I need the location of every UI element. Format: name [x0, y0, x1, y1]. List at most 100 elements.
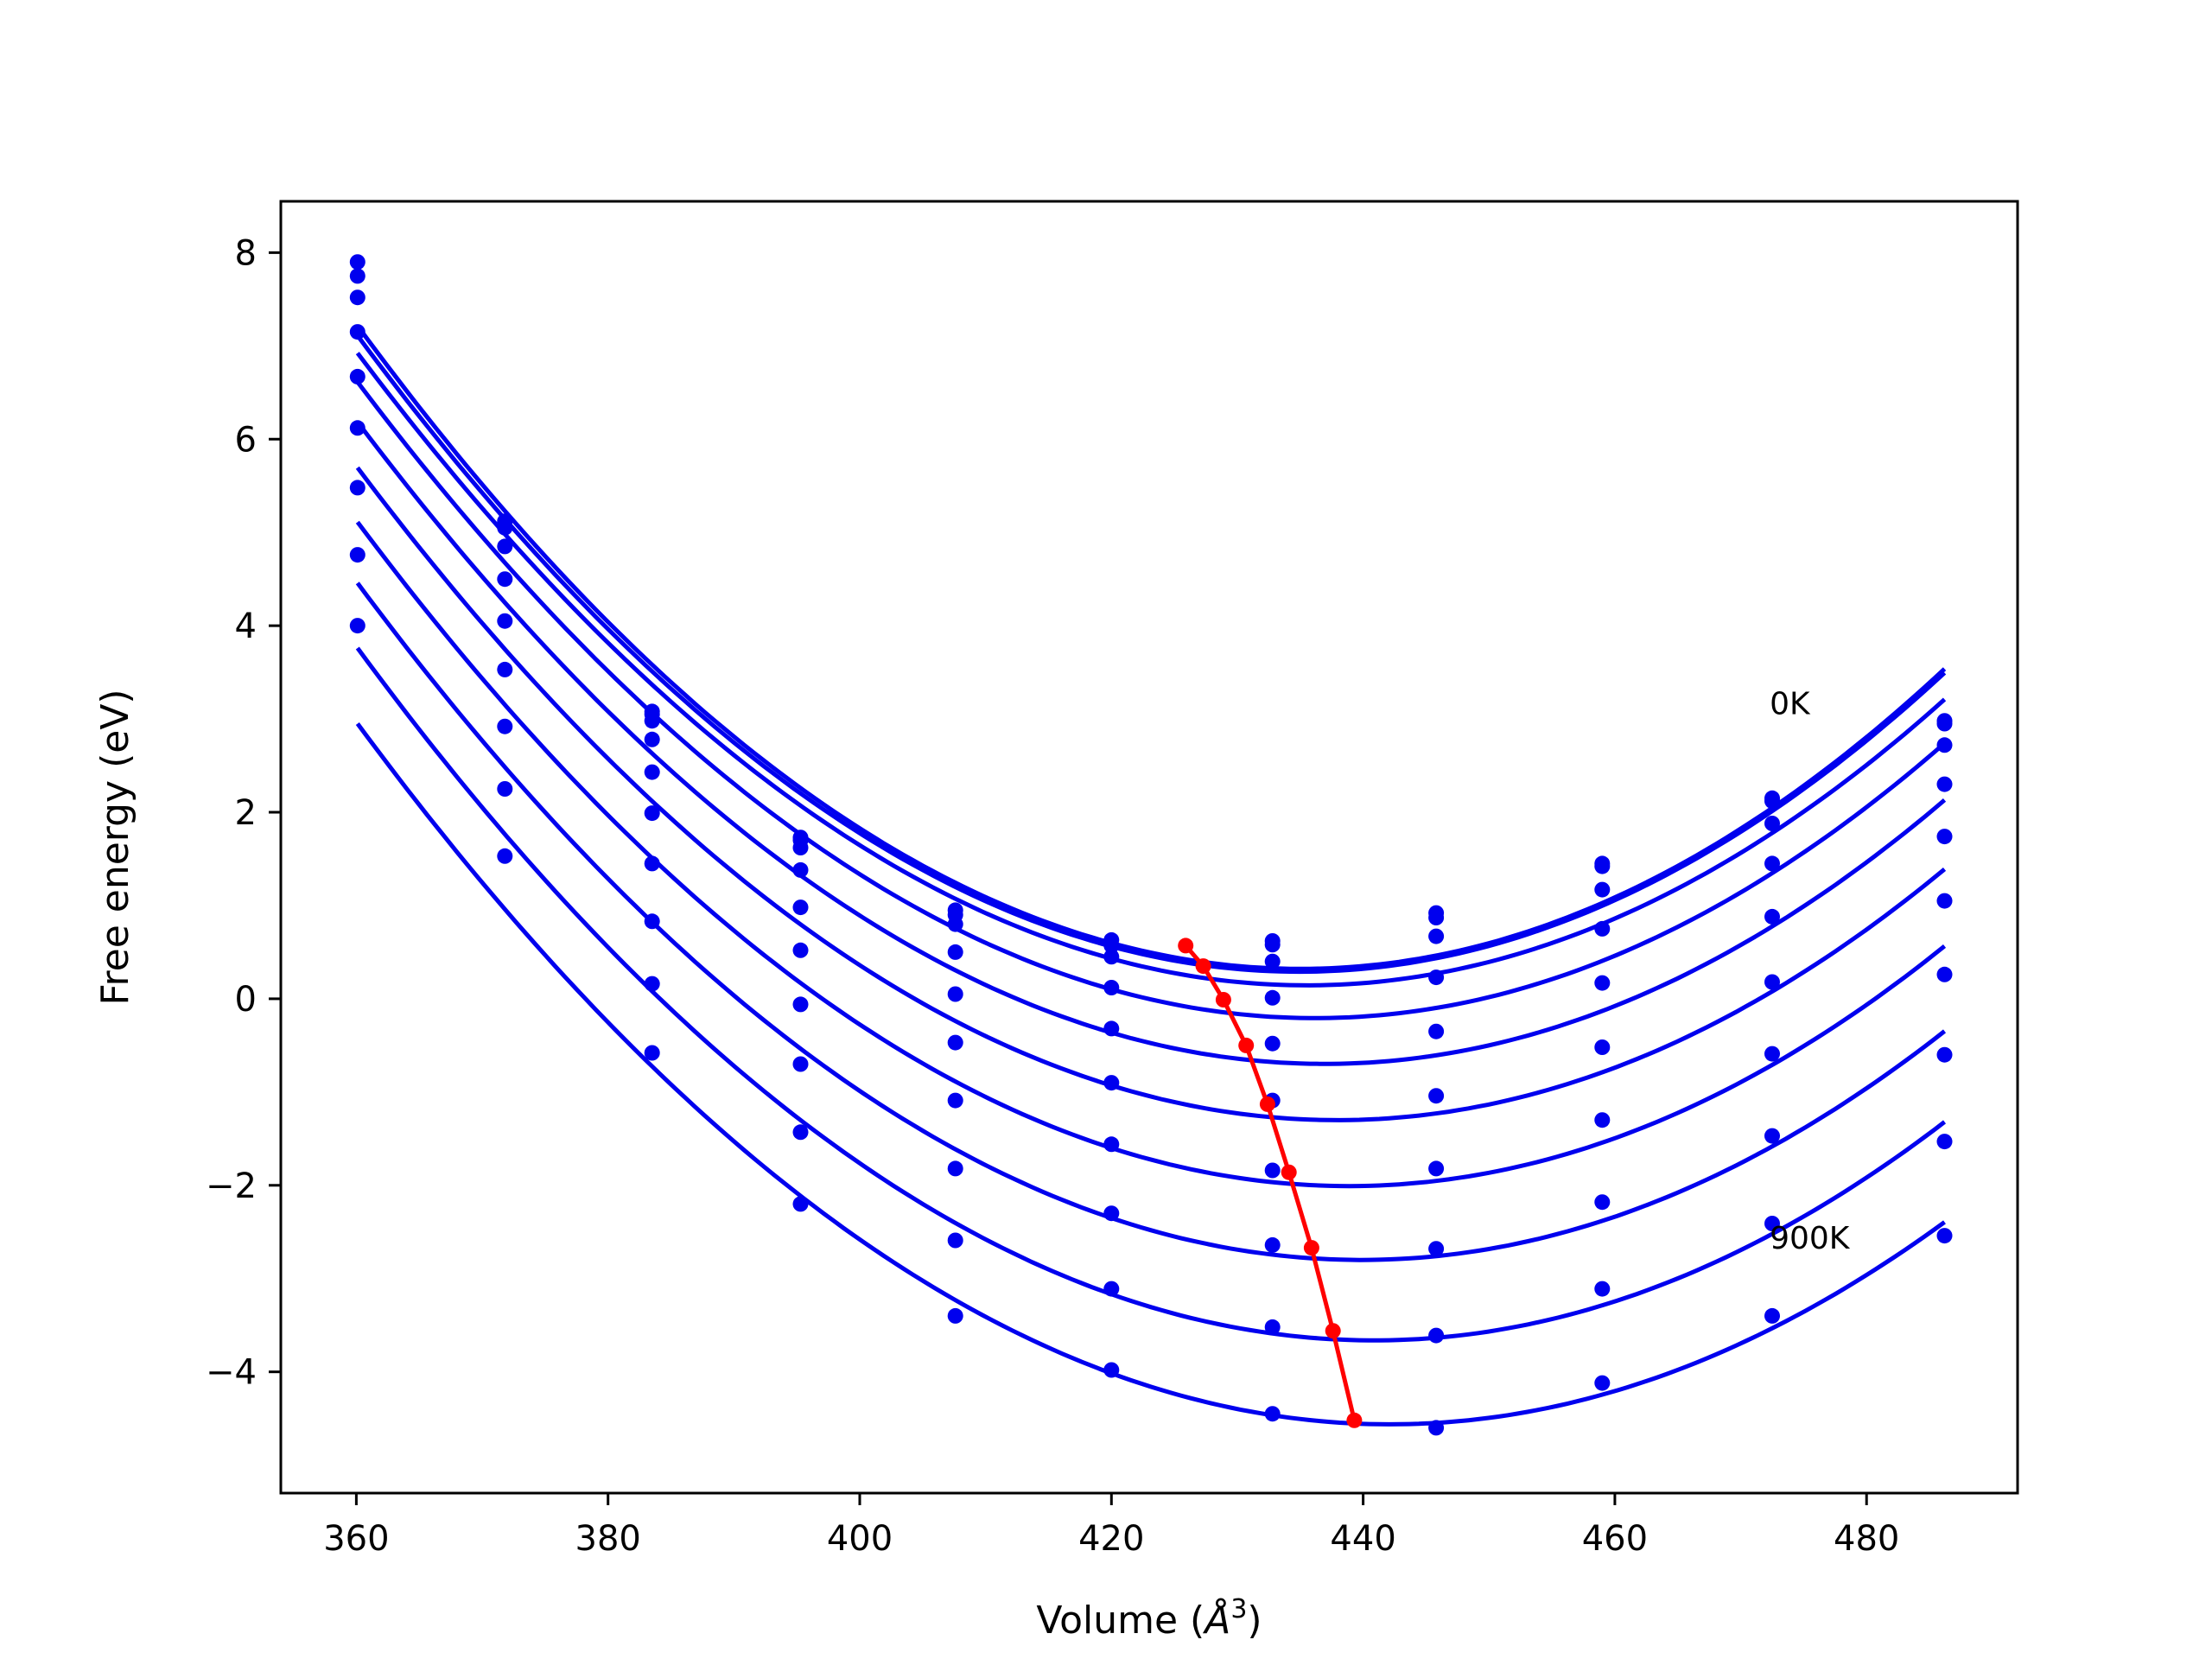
data-point: [1103, 1205, 1120, 1222]
x-axis-ticks: 360 380 400 420 440 460 480: [323, 1493, 1899, 1559]
data-point: [947, 944, 963, 960]
data-point: [1103, 1281, 1120, 1297]
data-point: [1594, 920, 1611, 937]
data-point: [1103, 938, 1120, 954]
data-point: [947, 1092, 963, 1109]
fit-curve-5: [355, 466, 1947, 1122]
data-point: [1594, 1281, 1611, 1297]
data-point: [792, 861, 809, 878]
fit-curve-1: [355, 334, 1947, 975]
x-tick-label: 440: [1330, 1519, 1395, 1559]
data-point: [644, 731, 660, 747]
data-point: [1264, 1319, 1281, 1335]
y-axis-label: Free energy (eV): [93, 689, 137, 1005]
x-axis-label: Volume (Å3): [1036, 1594, 1262, 1643]
x-tick-label: 460: [1582, 1519, 1648, 1559]
data-point: [1264, 953, 1281, 969]
data-point: [644, 713, 660, 729]
data-point: [644, 1045, 660, 1061]
data-point: [792, 840, 809, 855]
minimum-point: [1215, 992, 1231, 1007]
minimum-point: [1325, 1323, 1341, 1339]
data-point: [1764, 816, 1780, 831]
data-point: [1428, 969, 1445, 986]
y-tick-label: 6: [235, 420, 257, 460]
data-point: [1764, 1307, 1780, 1324]
fitted-curves: [355, 324, 1947, 1427]
y-tick-label: 2: [235, 793, 257, 833]
data-point: [497, 848, 513, 864]
data-point: [1594, 858, 1611, 874]
minimum-point: [1281, 1164, 1297, 1180]
data-point: [1594, 881, 1611, 898]
data-point: [1936, 966, 1953, 982]
minimum-point: [1195, 958, 1211, 975]
data-point: [947, 916, 963, 932]
y-tick-label: 0: [235, 980, 257, 1020]
data-point: [1103, 949, 1120, 965]
data-point: [1428, 1327, 1445, 1344]
data-point: [792, 1196, 809, 1212]
fit-curve-3: [355, 380, 1947, 1020]
data-point: [1103, 980, 1120, 995]
fit-curve-2: [355, 352, 1947, 988]
data-point: [1428, 910, 1445, 925]
data-point: [497, 718, 513, 734]
data-point: [1594, 1375, 1611, 1391]
minimum-point: [1346, 1412, 1363, 1428]
data-point: [1764, 793, 1780, 810]
minimum-point: [1238, 1037, 1255, 1053]
x-tick-label: 360: [323, 1519, 389, 1559]
data-point: [1428, 928, 1445, 944]
data-point: [1764, 974, 1780, 990]
data-point: [1936, 715, 1953, 732]
data-point: [644, 805, 660, 822]
data-point: [1264, 937, 1281, 953]
data-point: [1936, 829, 1953, 845]
data-point: [349, 420, 365, 436]
data-point: [792, 996, 809, 1013]
curve-annotation: 900K: [1770, 1221, 1851, 1256]
curve-annotation: 0K: [1770, 687, 1811, 722]
x-tick-label: 480: [1834, 1519, 1899, 1559]
data-point: [792, 1056, 809, 1072]
data-point: [1594, 1039, 1611, 1055]
y-tick-label: 4: [235, 607, 257, 646]
fit-curve-9: [355, 722, 1946, 1427]
x-axis-label-suffix: ): [1247, 1599, 1262, 1643]
data-point: [947, 1232, 963, 1249]
data-point: [644, 855, 660, 872]
data-point: [1594, 1112, 1611, 1128]
data-point: [1264, 1236, 1281, 1253]
data-point: [1103, 1075, 1120, 1091]
data-point: [1264, 1406, 1281, 1422]
data-point: [1764, 1128, 1780, 1144]
data-point: [349, 254, 365, 270]
data-point: [792, 899, 809, 916]
data-point: [1264, 989, 1281, 1006]
data-point: [349, 618, 365, 634]
data-point: [1103, 1362, 1120, 1378]
data-point: [349, 289, 365, 306]
fit-curve-4: [355, 420, 1947, 1066]
data-point: [1764, 855, 1780, 872]
data-point: [1264, 1035, 1281, 1052]
data-point: [947, 986, 963, 1002]
x-axis-label-unit: Å: [1202, 1597, 1230, 1643]
data-point: [1936, 1046, 1953, 1063]
data-point: [497, 661, 513, 677]
y-axis-ticks: −4 −2 0 2 4 6 8: [206, 233, 281, 1393]
data-point: [1428, 1023, 1445, 1039]
data-point: [644, 764, 660, 780]
data-point: [1264, 1162, 1281, 1179]
data-point: [1764, 1046, 1780, 1062]
data-point: [947, 1034, 963, 1051]
data-point: [497, 571, 513, 588]
y-tick-label: 8: [235, 233, 257, 273]
data-point: [1428, 1241, 1445, 1257]
data-point: [1103, 1136, 1120, 1153]
data-point: [1936, 1134, 1953, 1150]
data-point: [349, 368, 365, 385]
